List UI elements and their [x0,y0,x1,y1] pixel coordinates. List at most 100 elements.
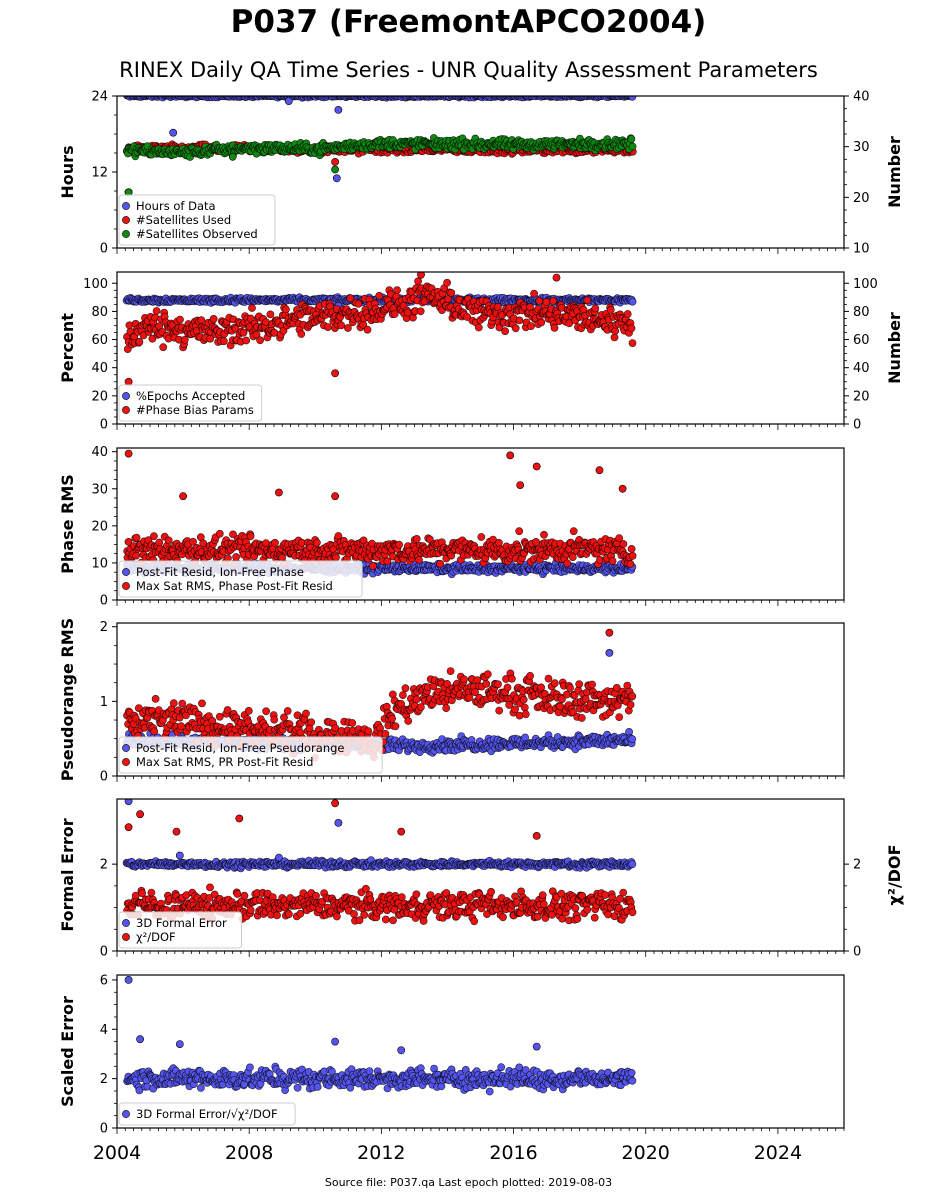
data-point [415,556,423,564]
data-point [537,318,546,327]
data-point [474,323,483,332]
data-point [312,538,321,547]
data-point [199,539,208,548]
data-point [132,551,141,560]
data-point [527,322,535,330]
data-point [628,339,637,347]
data-point [436,559,444,568]
data-point [219,337,228,346]
data-point [266,310,275,319]
data-point [628,552,637,560]
data-point [209,314,218,323]
data-point [252,330,261,339]
data-point [363,325,372,334]
data-point [628,297,637,306]
legend-label: Max Sat RMS, Phase Post-Fit Resid [136,579,333,593]
data-point [395,540,403,549]
data-point [414,277,422,286]
legend-label: Post-Fit Resid, Ion-Free Phase [136,565,304,579]
outlier-point [595,466,604,475]
y-right-tick-label: 10 [853,242,870,257]
data-point [369,562,377,570]
data-point [608,557,617,565]
data-point [271,538,279,547]
data-point [501,327,509,336]
y-tick-label: 12 [91,166,108,181]
data-point [343,324,352,332]
y-right-tick-label: 0 [853,418,861,433]
legend-marker [122,202,130,210]
data-point [152,307,161,315]
data-point [393,286,401,294]
outlier-point [532,462,541,471]
data-point [232,553,240,561]
data-point [281,305,290,314]
y-right-tick-label: 40 [853,90,870,105]
data-point [511,324,520,333]
y-tick-label: 80 [91,305,108,320]
legend-label: #Satellites Used [136,213,231,227]
data-point [262,539,270,548]
legend-marker [122,406,130,414]
data-point [515,316,524,325]
panel-3-points [123,449,637,579]
y-tick-label: 20 [91,389,108,404]
data-point [176,315,184,324]
y-right-tick-label: 20 [853,389,870,404]
y-axis-label: Hours [58,145,77,198]
outlier-point [331,157,339,166]
y-tick-label: 0 [100,594,108,609]
legend-box [118,194,276,246]
outlier-point [284,97,293,105]
legend-marker [122,568,130,576]
data-point [180,335,189,344]
data-point [150,727,159,736]
data-point [215,529,224,538]
outlier-point [618,484,627,493]
data-point [549,296,558,305]
y-tick-label: 60 [91,333,108,348]
y-tick-label: 10 [91,556,108,571]
series-3-2 [123,449,637,570]
y-right-axis-label: Number [885,136,904,208]
y-axis-label: Phase RMS [58,474,77,574]
data-point [246,532,255,541]
data-point [132,533,141,542]
legend-label: #Phase Bias Params [136,403,254,417]
y-right-axis-label: Number [885,312,904,384]
legend-label: Hours of Data [136,199,216,213]
data-point [493,302,502,311]
data-point [495,323,504,332]
legend-label: #Satellites Observed [136,227,258,241]
y-tick-label: 30 [91,482,108,497]
data-point [149,532,158,541]
data-point [550,323,559,332]
y-tick-label: 40 [91,361,108,376]
data-point [242,336,251,345]
y-tick-label: 20 [91,519,108,534]
legend-marker [122,582,130,590]
outlier-point [506,451,515,460]
legend-marker [122,230,130,238]
data-point [542,298,551,306]
data-point [606,305,615,314]
y-right-tick-label: 100 [853,277,878,292]
outlier-point [516,481,525,489]
outlier-point [332,174,341,183]
data-point [297,330,306,338]
data-point [239,328,248,337]
data-point [159,343,168,352]
y-tick-label: 100 [83,277,108,292]
data-point [515,527,524,536]
legend-marker [122,392,130,400]
data-point [623,310,632,318]
outlier-point [417,272,425,279]
outlier-point [331,492,339,501]
data-point [591,304,600,313]
data-point [626,560,635,568]
data-point [332,553,340,562]
data-point [375,291,384,300]
